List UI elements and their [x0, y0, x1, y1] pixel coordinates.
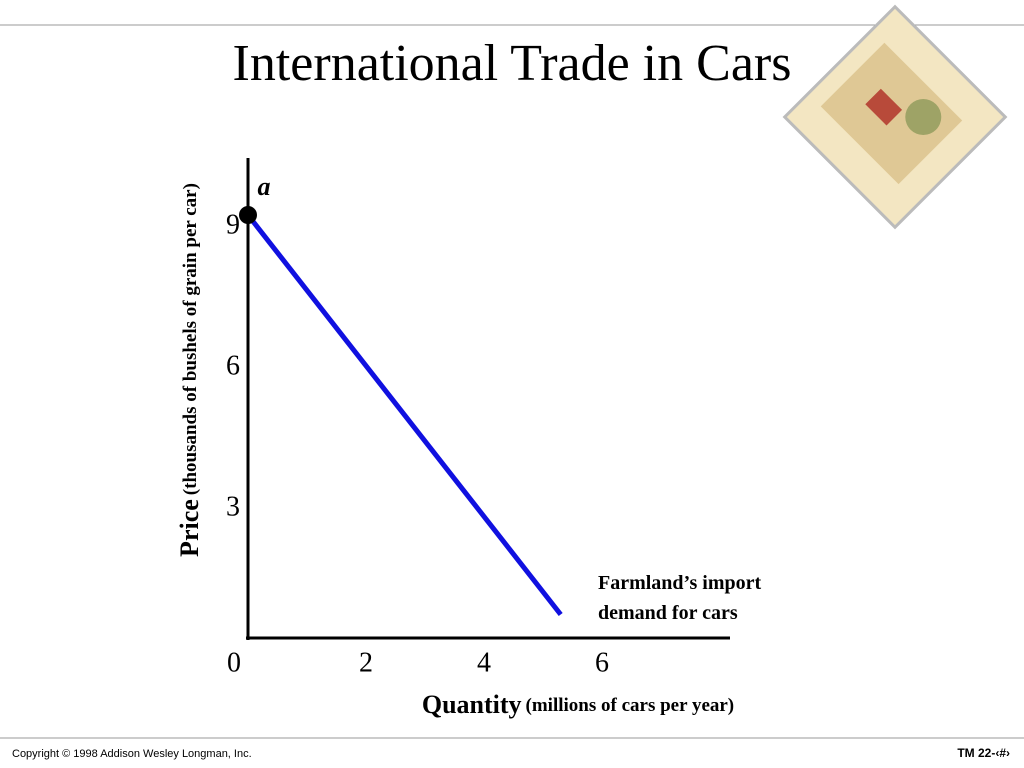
x-axis-unit: (millions of cars per year) — [526, 695, 735, 716]
x-tick-label: 4 — [477, 647, 491, 678]
y-tick-label: 3 — [226, 491, 240, 522]
x-axis-title: Quantity — [422, 690, 522, 719]
x-axis-label: Quantity (millions of cars per year) — [422, 690, 734, 719]
y-tick-label: 9 — [226, 209, 240, 240]
demand-curve — [246, 213, 563, 617]
decor-picture — [782, 4, 1008, 230]
y-axis-title: Price — [175, 499, 204, 557]
slide-number: TM 22-‹#› — [957, 746, 1010, 760]
x-tick-label: 0 — [227, 647, 241, 678]
slide-title: International Trade in Cars — [233, 35, 792, 92]
copyright: Copyright © 1998 Addison Wesley Longman,… — [12, 748, 252, 760]
y-tick-label: 6 — [226, 350, 240, 381]
curve-label: Farmland’s import demand for cars — [598, 572, 762, 624]
x-tick-label: 6 — [595, 647, 609, 678]
y-axis-unit: (thousands of bushels of grain per car) — [180, 183, 201, 495]
x-tick-label: 2 — [359, 647, 373, 678]
point-label: a — [258, 172, 271, 201]
point-a — [239, 206, 257, 224]
y-axis-label: Price (thousands of bushels of grain per… — [175, 183, 204, 557]
